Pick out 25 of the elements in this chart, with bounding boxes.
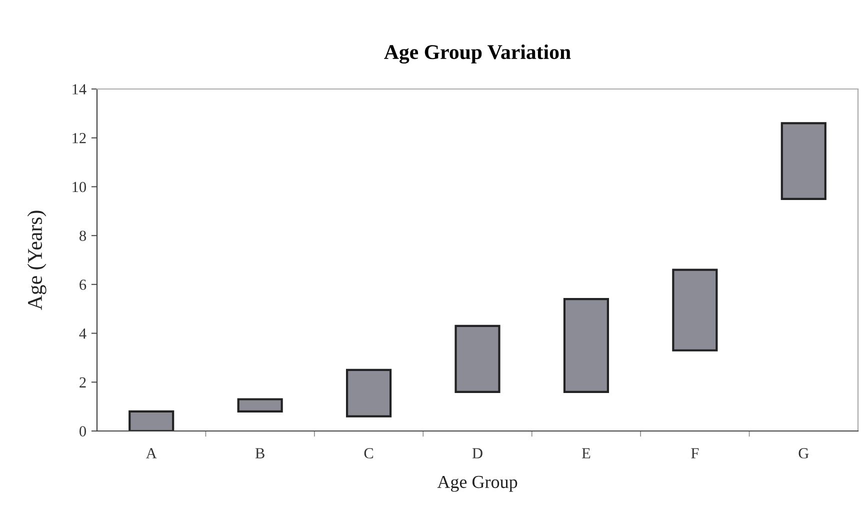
x-tick-label: F bbox=[691, 448, 699, 458]
x-tick-label: B bbox=[255, 448, 264, 458]
bar bbox=[672, 268, 718, 352]
y-tick-label: 8 bbox=[80, 230, 86, 242]
x-axis-title: Age Group bbox=[437, 476, 518, 492]
y-tick-label: 0 bbox=[80, 426, 86, 436]
bar bbox=[454, 324, 500, 393]
x-tick-label: A bbox=[146, 448, 157, 458]
x-tick-label: D bbox=[472, 448, 482, 458]
bar bbox=[128, 410, 174, 431]
bar bbox=[780, 122, 826, 200]
x-tick-label: C bbox=[364, 448, 374, 458]
x-tick-label: G bbox=[798, 448, 809, 458]
y-tick-label: 2 bbox=[80, 377, 86, 388]
x-tick-label: E bbox=[582, 448, 590, 458]
y-tick-label: 4 bbox=[79, 328, 86, 339]
y-tick-label: 6 bbox=[80, 280, 86, 290]
bar bbox=[237, 398, 283, 412]
y-tick-label: 12 bbox=[72, 133, 86, 144]
bar bbox=[346, 368, 392, 418]
chart-title: Age Group Variation bbox=[384, 44, 571, 64]
y-tick-label: 10 bbox=[72, 182, 86, 192]
y-tick-label: 14 bbox=[72, 84, 86, 94]
bar bbox=[563, 298, 609, 393]
y-axis-title: Age (Years) bbox=[27, 210, 46, 310]
